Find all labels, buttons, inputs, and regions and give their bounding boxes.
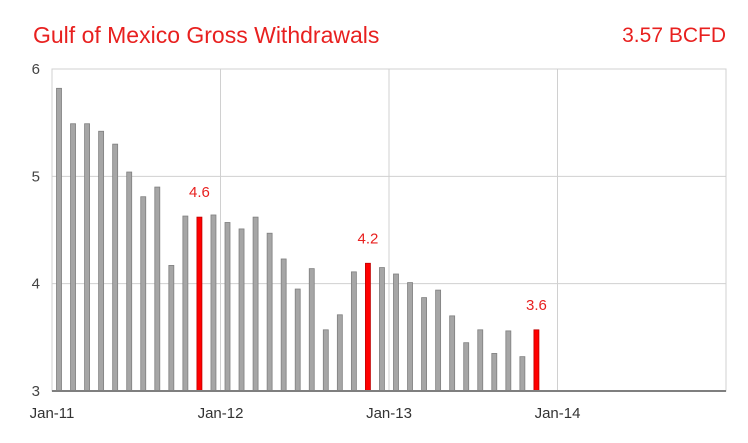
bar xyxy=(140,196,147,392)
bar xyxy=(435,289,442,392)
x-tick-label: Jan-13 xyxy=(366,405,412,422)
data-label: 4.6 xyxy=(189,184,210,201)
bar xyxy=(393,273,399,392)
bar xyxy=(224,222,231,392)
data-label: 4.2 xyxy=(357,230,378,247)
bar xyxy=(379,267,385,392)
bar xyxy=(266,232,273,392)
headline-value: 3.57 BCFD xyxy=(622,24,726,47)
bar xyxy=(98,130,105,392)
y-tick-label: 3 xyxy=(32,383,40,400)
bar xyxy=(477,329,484,392)
chart-title: Gulf of Mexico Gross Withdrawals xyxy=(33,22,380,48)
y-tick-label: 5 xyxy=(32,168,40,185)
bar xyxy=(168,265,175,392)
bar xyxy=(84,123,90,392)
bar xyxy=(252,216,259,392)
bar xyxy=(294,288,301,392)
x-tick-label: Jan-11 xyxy=(30,405,75,422)
highlight-bar xyxy=(365,262,371,392)
highlight-bar xyxy=(533,329,540,392)
bar xyxy=(519,356,526,392)
bar xyxy=(463,342,470,392)
x-tick-label: Jan-14 xyxy=(535,405,581,422)
bar xyxy=(322,329,329,392)
bar xyxy=(70,123,76,392)
bar xyxy=(421,297,427,392)
bar xyxy=(182,215,189,392)
bar xyxy=(112,143,119,392)
bar xyxy=(126,171,133,392)
bar xyxy=(210,214,217,392)
bar xyxy=(154,186,161,392)
bar xyxy=(350,271,357,392)
x-tick-label: Jan-12 xyxy=(198,405,244,422)
bar xyxy=(280,258,287,392)
bar xyxy=(308,268,315,392)
y-tick-label: 6 xyxy=(32,61,40,78)
bar xyxy=(238,228,245,392)
y-tick-label: 4 xyxy=(32,276,40,293)
bar xyxy=(505,330,512,392)
bar xyxy=(449,315,456,392)
bar xyxy=(491,353,498,392)
data-label: 3.6 xyxy=(526,297,547,314)
bar xyxy=(56,87,62,392)
bar xyxy=(407,282,413,392)
bar xyxy=(336,314,343,392)
highlight-bar xyxy=(196,216,203,392)
